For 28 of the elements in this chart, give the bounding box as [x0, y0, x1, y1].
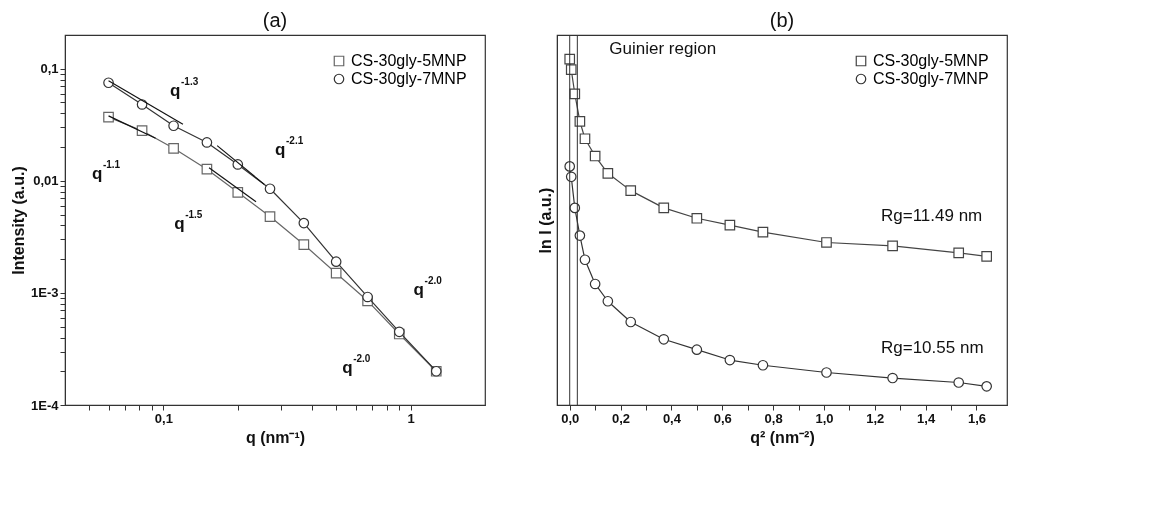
x-tick-label: 0,0 — [561, 410, 580, 426]
x-tick-label: 0,8 — [764, 410, 783, 426]
x-tick-label: 0,6 — [713, 410, 732, 426]
y-axis-title: Intensity (a.u.) — [10, 166, 28, 275]
legend-label: CS-30gly-5MNP — [351, 52, 467, 69]
ref-line-label: Guinier region — [609, 39, 717, 58]
x-tick-label: 0,1 — [154, 410, 173, 426]
legend-label: CS-30gly-5MNP — [873, 52, 989, 69]
legend-label: CS-30gly-7MNP — [873, 70, 989, 87]
legend-label: CS-30gly-7MNP — [351, 70, 467, 87]
x-axis-title: q (nm⁻¹) — [245, 428, 306, 446]
annotation: Rg=11.49 nm — [881, 206, 983, 226]
y-tick-label: 0,01 — [33, 173, 59, 189]
x-tick-label: 1 — [407, 410, 415, 426]
y-tick-label: 1E-4 — [31, 397, 60, 413]
annotation: Rg=10.55 nm — [881, 337, 984, 357]
x-tick-label: 1,6 — [967, 410, 987, 426]
x-tick-label: 1,0 — [815, 410, 834, 426]
x-tick-label: 1,4 — [917, 410, 936, 426]
x-tick-label: 0,2 — [612, 410, 631, 426]
y-tick-label: 1E-3 — [31, 285, 59, 301]
x-axis-title: q² (nm⁻²) — [750, 428, 815, 446]
x-tick-label: 1,2 — [866, 410, 885, 426]
y-axis-title: ln I (a.u.) — [536, 187, 554, 254]
y-tick-label: 0,1 — [40, 61, 59, 77]
x-tick-label: 0,4 — [662, 410, 682, 426]
chart-title: (b) — [769, 8, 795, 31]
chart-title: (a) — [262, 9, 288, 31]
